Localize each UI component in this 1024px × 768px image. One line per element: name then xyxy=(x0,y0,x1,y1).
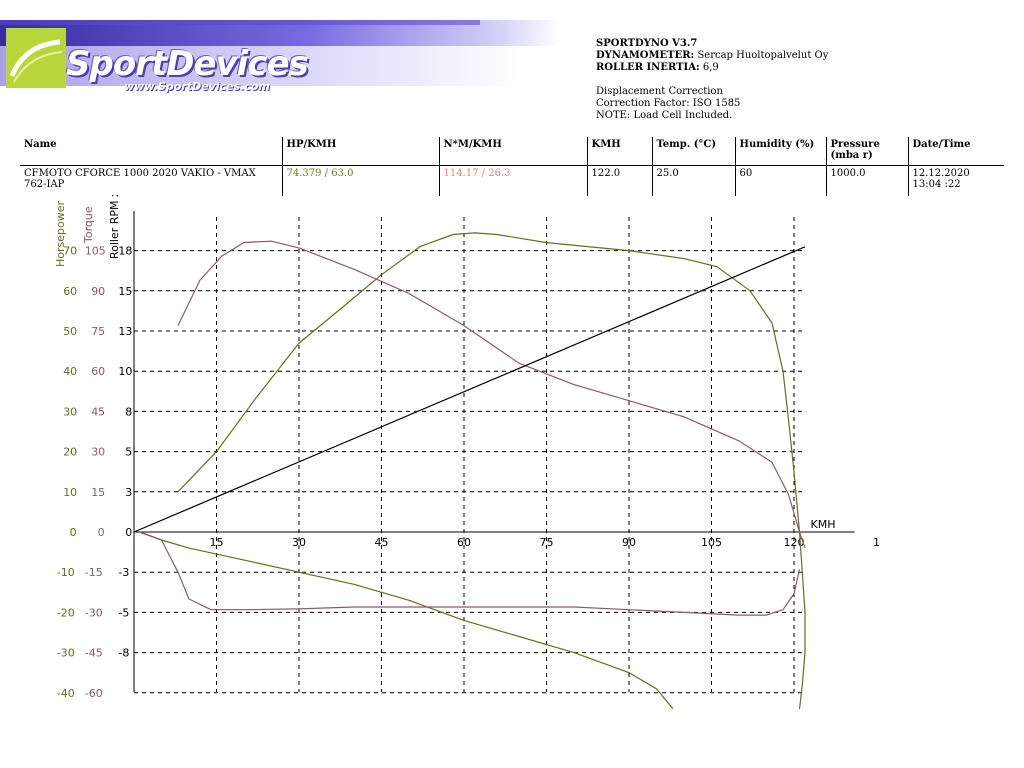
rpm-tick-label: 0 xyxy=(125,526,132,539)
hp-tick-label: -10 xyxy=(57,566,75,579)
hp-tick-label: -20 xyxy=(57,606,75,619)
header-name: Name xyxy=(20,137,282,166)
cell-humidity: 60 xyxy=(734,165,826,196)
hp-tick-label: 20 xyxy=(63,446,77,459)
torque-tick-label: -30 xyxy=(85,606,103,619)
cell-torque: 114.17 / 26.3 xyxy=(438,165,587,196)
torque-tick-label: 15 xyxy=(91,486,105,499)
cell-pressure: 1000.0 xyxy=(825,165,908,196)
torque-tick-label: 105 xyxy=(85,245,106,258)
results-table: Name HP/KMH N*M/KMH KMH Temp. (°C) Humid… xyxy=(20,137,1004,196)
hp-tick-label: 60 xyxy=(63,285,77,298)
torque-decel-curve xyxy=(139,531,801,616)
torque-tick-label: 75 xyxy=(91,325,105,338)
x-tick-label: 30 xyxy=(292,536,306,549)
rpm-tick-label: 5 xyxy=(125,446,132,459)
horsepower-curve xyxy=(177,232,806,709)
hp-tick-label: 10 xyxy=(63,486,77,499)
hp-tick-label: -30 xyxy=(57,647,75,660)
software-version: SPORTDYNO V3.7 xyxy=(596,38,698,49)
torque-curve xyxy=(177,240,806,549)
logo-icon xyxy=(6,28,66,88)
hp-axis-title: Horsepower xyxy=(54,201,67,267)
correction-line-2: Correction Factor: ISO 1585 xyxy=(596,98,741,109)
table-header-row: Name HP/KMH N*M/KMH KMH Temp. (°C) Humid… xyxy=(20,137,1004,166)
x-tick-label: 45 xyxy=(375,536,389,549)
header-datetime: Date/Time xyxy=(907,137,1004,166)
torque-tick-label: 0 xyxy=(98,526,105,539)
x-axis-label: KMH xyxy=(811,518,836,531)
header-banner: SportDevices www.SportDevices.com xyxy=(0,0,600,100)
rpm-tick-label: 8 xyxy=(125,405,132,418)
cell-datetime: 12.12.2020 13:04 :22 xyxy=(907,165,1004,196)
header-temp: Temp. (°C) xyxy=(651,137,735,166)
hp-tick-label: 70 xyxy=(63,245,77,258)
header-humidity: Humidity (%) xyxy=(734,137,826,166)
roller-rpm-line xyxy=(133,246,806,533)
rpm-tick-label: 13 xyxy=(118,325,132,338)
correction-line-1: Displacement Correction xyxy=(596,86,723,97)
rpm-tick-label: 3 xyxy=(125,486,132,499)
rpm-axis-title: Roller RPM x100 xyxy=(108,195,121,259)
x-tick-label: 15 xyxy=(210,536,224,549)
cell-name: CFMOTO CFORCE 1000 2020 VAKIO - VMAX 762… xyxy=(24,168,256,190)
rpm-tick-label: -3 xyxy=(118,566,129,579)
logo-url: www.SportDevices.com xyxy=(124,80,270,93)
x-tick-label: 75 xyxy=(540,536,554,549)
rpm-tick-label: -5 xyxy=(118,606,129,619)
hp-tick-label: 30 xyxy=(63,405,77,418)
hp-tick-label: 0 xyxy=(70,526,77,539)
rpm-tick-label: 10 xyxy=(118,365,132,378)
torque-tick-label: -60 xyxy=(85,687,103,700)
torque-tick-label: 60 xyxy=(91,365,105,378)
header-pressure: Pressure (mba r) xyxy=(825,137,908,166)
x-tick-label: 60 xyxy=(457,536,471,549)
dyno-info: SPORTDYNO V3.7 DYNAMOMETER: Sercap Huolt… xyxy=(596,38,828,122)
horsepower-decel-curve xyxy=(139,531,674,710)
dyno-chart: 15 30 45 60 75 90 105 120 1706050403020100-10-20… xyxy=(54,195,880,710)
dynamometer-value: Sercap Huoltopalvelut Oy xyxy=(697,50,829,61)
x-tick-label: 90 xyxy=(622,536,636,549)
header-hp: HP/KMH xyxy=(281,137,439,166)
torque-tick-label: -15 xyxy=(85,566,103,579)
rpm-tick-label: 18 xyxy=(118,245,132,258)
inertia-label: ROLLER INERTIA: xyxy=(596,62,700,73)
header-kmh: KMH xyxy=(586,137,652,166)
cell-temp: 25.0 xyxy=(651,165,735,196)
hp-tick-label: 40 xyxy=(63,365,77,378)
torque-tick-label: -45 xyxy=(85,647,103,660)
table-row: CFMOTO CFORCE 1000 2020 VAKIO - VMAX 762… xyxy=(20,165,1004,196)
header-torque: N*M/KMH xyxy=(438,137,587,166)
inertia-value: 6,9 xyxy=(702,62,719,73)
cell-hp: 74.379 / 63.0 xyxy=(281,165,439,196)
x-tick-label: 105 xyxy=(701,536,722,549)
x-tick-label: 120 xyxy=(784,536,805,549)
torque-axis-title: Torque xyxy=(82,206,95,244)
rpm-tick-label: 15 xyxy=(118,285,132,298)
cell-kmh: 122.0 xyxy=(586,165,652,196)
x-tick-label: 1 xyxy=(873,536,880,549)
hp-tick-label: -40 xyxy=(57,687,75,700)
banner-graphic xyxy=(0,20,560,86)
torque-tick-label: 45 xyxy=(91,405,105,418)
logo-text: SportDevices xyxy=(66,44,309,84)
correction-line-3: NOTE: Load Cell Included. xyxy=(596,110,733,121)
hp-tick-label: 50 xyxy=(63,325,77,338)
torque-tick-label: 30 xyxy=(91,446,105,459)
dynamometer-label: DYNAMOMETER: xyxy=(596,50,695,61)
torque-tick-label: 90 xyxy=(91,285,105,298)
rpm-tick-label: -8 xyxy=(118,647,129,660)
